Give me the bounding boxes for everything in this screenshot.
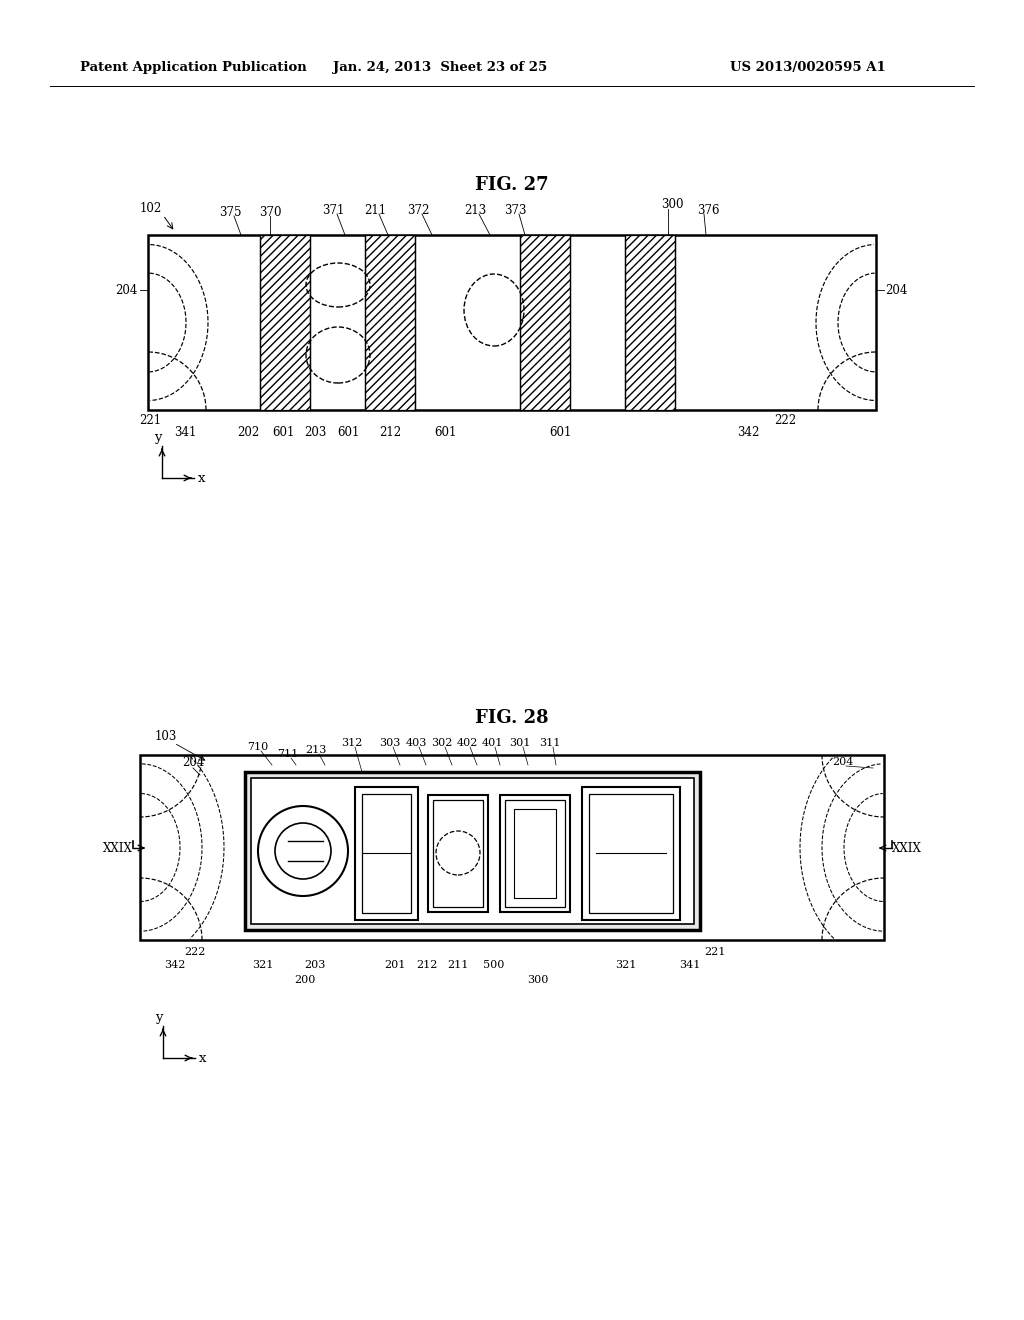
Text: 302: 302 — [431, 738, 453, 748]
Text: 303: 303 — [379, 738, 400, 748]
Text: 203: 203 — [304, 960, 326, 970]
Text: 221: 221 — [139, 413, 161, 426]
Text: 311: 311 — [540, 738, 561, 748]
Text: 301: 301 — [509, 738, 530, 748]
Text: 102: 102 — [140, 202, 162, 214]
Bar — [260, 235, 310, 411]
Text: 601: 601 — [271, 425, 294, 438]
Text: 222: 222 — [774, 413, 796, 426]
Text: 221: 221 — [705, 946, 726, 957]
Bar — [365, 235, 415, 411]
Text: 401: 401 — [481, 738, 503, 748]
Text: x: x — [199, 471, 206, 484]
Text: 711: 711 — [278, 748, 299, 759]
Bar — [589, 795, 673, 913]
Text: Patent Application Publication: Patent Application Publication — [80, 62, 307, 74]
Text: y: y — [155, 432, 162, 445]
Text: 371: 371 — [322, 203, 344, 216]
Text: 202: 202 — [237, 425, 259, 438]
Text: 213: 213 — [464, 203, 486, 216]
Text: 341: 341 — [174, 425, 197, 438]
Text: FIG. 27: FIG. 27 — [475, 176, 549, 194]
Text: 321: 321 — [252, 960, 273, 970]
Text: 342: 342 — [737, 425, 759, 438]
Text: 212: 212 — [379, 425, 401, 438]
Text: Jan. 24, 2013  Sheet 23 of 25: Jan. 24, 2013 Sheet 23 of 25 — [333, 62, 547, 74]
Text: 601: 601 — [337, 425, 359, 438]
Text: y: y — [156, 1011, 163, 1024]
Text: 601: 601 — [549, 425, 571, 438]
Bar — [433, 800, 483, 907]
Bar — [355, 787, 418, 920]
Text: 211: 211 — [364, 203, 386, 216]
Text: 212: 212 — [417, 960, 437, 970]
Text: 222: 222 — [184, 946, 206, 957]
Text: 321: 321 — [615, 960, 637, 970]
Text: XXIX: XXIX — [103, 842, 133, 854]
Text: 204: 204 — [116, 284, 138, 297]
Bar — [148, 235, 876, 411]
Text: 710: 710 — [248, 742, 268, 752]
Text: 312: 312 — [341, 738, 362, 748]
Text: 203: 203 — [304, 425, 327, 438]
Text: 213: 213 — [305, 744, 327, 755]
Text: x: x — [200, 1052, 207, 1064]
Text: 201: 201 — [384, 960, 406, 970]
Bar — [625, 235, 675, 411]
Bar — [505, 800, 565, 907]
Text: 204: 204 — [833, 756, 854, 767]
Text: 200: 200 — [294, 975, 315, 985]
Text: 601: 601 — [434, 425, 456, 438]
Text: 376: 376 — [696, 203, 719, 216]
Bar — [245, 772, 700, 931]
Bar — [520, 235, 570, 411]
Bar — [428, 795, 488, 912]
Text: 373: 373 — [504, 203, 526, 216]
Text: 211: 211 — [447, 960, 469, 970]
Text: 342: 342 — [164, 960, 185, 970]
Text: US 2013/0020595 A1: US 2013/0020595 A1 — [730, 62, 886, 74]
Text: 300: 300 — [660, 198, 683, 211]
Text: 341: 341 — [679, 960, 700, 970]
Bar — [500, 795, 570, 912]
Text: 500: 500 — [483, 960, 505, 970]
Text: XXIX: XXIX — [892, 842, 922, 854]
Text: 370: 370 — [259, 206, 282, 219]
Bar — [362, 795, 411, 913]
Text: 103: 103 — [155, 730, 177, 743]
Bar — [140, 755, 884, 940]
Text: 375: 375 — [219, 206, 242, 219]
Bar — [514, 809, 556, 898]
Text: 204: 204 — [885, 284, 907, 297]
Text: 300: 300 — [527, 975, 549, 985]
Text: 402: 402 — [457, 738, 477, 748]
Text: 372: 372 — [407, 203, 429, 216]
Text: 403: 403 — [406, 738, 427, 748]
Text: 204: 204 — [182, 755, 204, 768]
Bar — [582, 787, 680, 920]
Text: FIG. 28: FIG. 28 — [475, 709, 549, 727]
Bar — [251, 777, 694, 924]
